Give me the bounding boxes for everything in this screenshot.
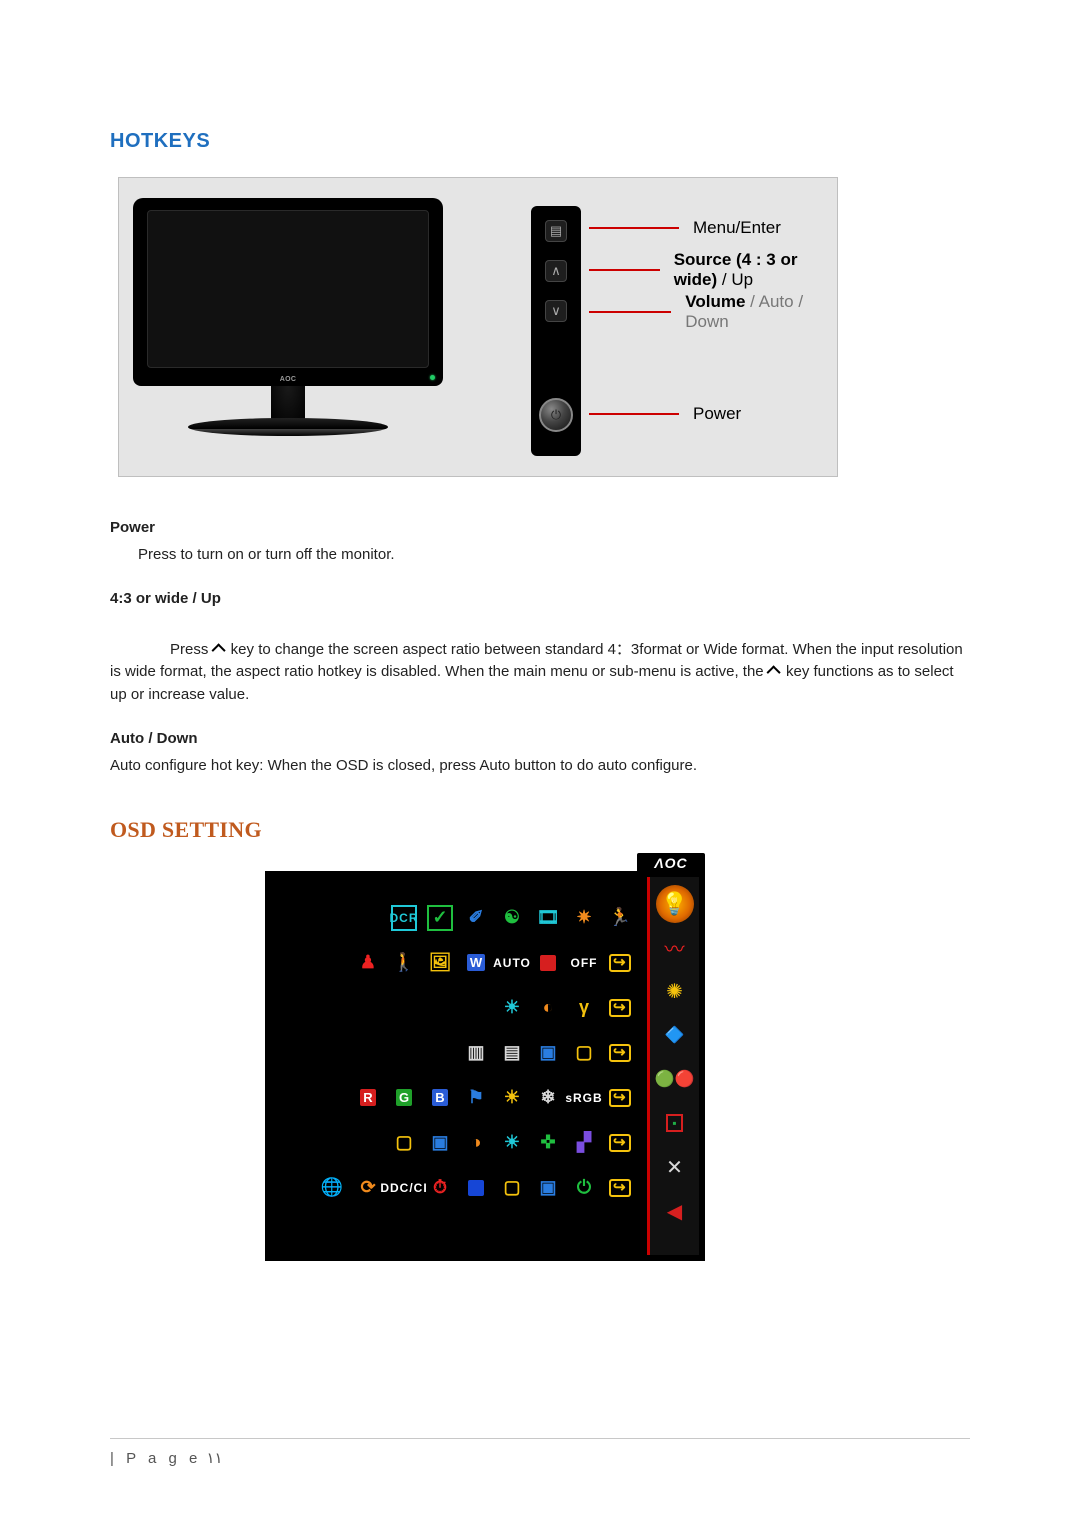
snow-icon: ❄ <box>535 1085 561 1111</box>
g-box-icon: G <box>391 1085 417 1111</box>
ratio-desc: Press key to change the screen aspect ra… <box>110 639 970 707</box>
window-icon: ▢ <box>391 1130 417 1156</box>
landscape-icon: 🖼 <box>427 950 453 976</box>
exit-icon <box>607 995 633 1021</box>
runner-icon: 🏃 <box>607 905 633 931</box>
osd-row-color-boost: ▥ ▤ ▣ ▢ <box>275 1030 697 1075</box>
check-icon: ✓ <box>427 905 453 931</box>
b-box-icon: B <box>427 1085 453 1111</box>
cat-osd-setup-icon: ▪ <box>655 1103 695 1143</box>
exit-icon <box>607 1175 633 1201</box>
barcode-icon: ▥ <box>463 1040 489 1066</box>
dcr-icon: DCR <box>391 905 417 931</box>
half-icon: ◑ <box>463 1130 489 1156</box>
osd-category-strip: 💡 〰 ✺ 🔷 🟢🔴 ▪ ✕ ◀ <box>647 877 699 1255</box>
menu-button-icon: ▤ <box>545 220 567 242</box>
power-desc: Press to turn on or turn off the monitor… <box>138 544 970 567</box>
sport-icon: ✷ <box>571 905 597 931</box>
legend-source: Source (4 : 3 or wide) / Up <box>674 250 837 290</box>
section-title-osd: OSD SETTING <box>110 817 970 843</box>
pip-icon: ▞ <box>571 1130 597 1156</box>
blue-square-icon <box>463 1175 489 1201</box>
ddcci-label: DDC/CI <box>391 1175 417 1201</box>
power-heading: Power <box>110 517 970 540</box>
button-legend: Menu/Enter Source (4 : 3 or wide) / Up V… <box>589 208 837 436</box>
caret-up-icon <box>766 665 780 679</box>
power-led-icon <box>430 375 435 380</box>
screen-icon: ▣ <box>427 1130 453 1156</box>
exit-icon <box>607 1040 633 1066</box>
winblue-icon: ▣ <box>535 1040 561 1066</box>
osd-row-extra: 🌐 ⟳ DDC/CI ⏱ ▢ ▣ ⏻ <box>275 1165 697 1210</box>
leader-line-icon <box>589 227 679 229</box>
hotkeys-figure: AOC ▤ ∧ ∨ ⏻ Menu/Enter Source (4 : 3 or … <box>118 177 838 477</box>
monitor-logo: AOC <box>280 376 296 383</box>
contrast-icon: ◐ <box>535 995 561 1021</box>
gamma-icon: γ <box>571 995 597 1021</box>
cat-luminance-icon: 💡 <box>656 885 694 923</box>
move-icon: ✜ <box>535 1130 561 1156</box>
auto-heading: Auto / Down <box>110 728 970 751</box>
frame-icon: ▢ <box>499 1175 525 1201</box>
globe-icon: 🌐 <box>319 1175 345 1201</box>
flag-icon: ⚑ <box>463 1085 489 1111</box>
caret-up-icon <box>211 643 225 657</box>
hotkeys-body: Power Press to turn on or turn off the m… <box>110 517 970 777</box>
red-square-icon <box>535 950 561 976</box>
auto-desc: Auto configure hot key: When the OSD is … <box>110 755 970 778</box>
cat-image-setup-icon: 〰 <box>655 927 695 967</box>
film-icon: 🎞 <box>535 905 561 931</box>
leader-line-icon <box>589 413 679 415</box>
winyellow-icon: ▢ <box>571 1040 597 1066</box>
up-button-icon: ∧ <box>545 260 567 282</box>
power-button-icon: ⏻ <box>539 398 573 432</box>
cat-color-boost-icon: 🔷 <box>655 1015 695 1055</box>
list-icon: ▤ <box>499 1040 525 1066</box>
leader-line-icon <box>589 269 660 271</box>
section-title-hotkeys: HOTKEYS <box>110 130 970 153</box>
cat-picture-boost-icon: 🟢🔴 <box>655 1059 695 1099</box>
bezel-button-strip: ▤ ∧ ∨ ⏻ <box>531 206 581 456</box>
power-icon: ⏻ <box>571 1175 597 1201</box>
exit-icon <box>607 1085 633 1111</box>
cat-exit-icon: ◀ <box>655 1191 695 1231</box>
slash-icon: ✐ <box>463 905 489 931</box>
cat-extra-icon: ✕ <box>655 1147 695 1187</box>
clock-icon: ⏱ <box>427 1175 453 1201</box>
leader-line-icon <box>589 311 671 313</box>
osd-row-image-setup: ♟ 🚶 🖼 W AUTO OFF <box>275 940 697 985</box>
osd-row-color-temp: ☀ ◐ γ <box>275 985 697 1030</box>
osd-row-picture-boost: R G B ⚑ ☀ ❄ sRGB <box>275 1075 697 1120</box>
cat-color-temp-icon: ✺ <box>655 971 695 1011</box>
page-footer: | P a g e ١١ <box>110 1438 970 1467</box>
down-button-icon: ∨ <box>545 300 567 322</box>
off-label: OFF <box>571 950 597 976</box>
osd-row-luminance: DCR ✓ ✐ ☯ 🎞 ✷ 🏃 <box>275 895 697 940</box>
osd-brand-tab: ΛOC <box>637 853 705 873</box>
person-icon: ♟ <box>355 950 381 976</box>
brightness-icon: ☀ <box>499 995 525 1021</box>
screen2-icon: ▣ <box>535 1175 561 1201</box>
legend-menu: Menu/Enter <box>693 218 781 238</box>
bright2-icon: ☀ <box>499 1130 525 1156</box>
sun-icon: ☀ <box>499 1085 525 1111</box>
legend-volume: Volume / Auto / Down <box>685 292 837 332</box>
walk-icon: 🚶 <box>391 950 417 976</box>
legend-power: Power <box>693 404 741 424</box>
wide-box-icon: W <box>463 950 489 976</box>
osd-row-osd-setup: ▢ ▣ ◑ ☀ ✜ ▞ <box>275 1120 697 1165</box>
r-box-icon: R <box>355 1085 381 1111</box>
browser-icon: ☯ <box>499 905 525 931</box>
exit-icon <box>607 950 633 976</box>
srgb-label: sRGB <box>571 1085 597 1111</box>
auto-label: AUTO <box>499 950 525 976</box>
refresh-icon: ⟳ <box>355 1175 381 1201</box>
ratio-heading: 4:3 or wide / Up <box>110 588 970 611</box>
osd-figure: ΛOC 💡 〰 ✺ 🔷 🟢🔴 ▪ ✕ ◀ DCR ✓ ✐ ☯ 🎞 ✷ 🏃 ♟ 🚶… <box>265 871 705 1261</box>
exit-icon <box>607 1130 633 1156</box>
monitor-illustration: AOC <box>133 198 443 436</box>
